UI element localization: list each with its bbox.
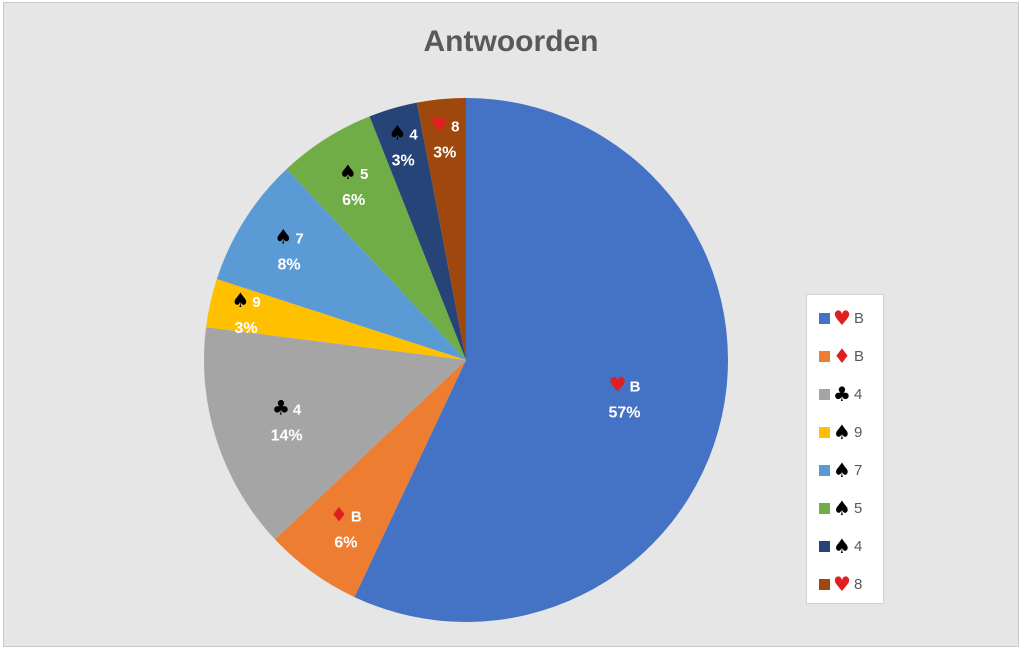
legend: ♥ B ♦ B ♣ 4 ♠ 9 ♠ 7 ♠ 5 ♠ 4 ♥ 8 (806, 294, 884, 604)
data-label-category: ♠ 9 (231, 288, 260, 312)
legend-item: ♠ 4 (819, 534, 862, 558)
data-label-percent: 8% (277, 257, 300, 274)
legend-swatch (819, 502, 830, 514)
legend-label: 8 (853, 575, 863, 593)
clubs-suit-icon: ♣ (833, 382, 851, 406)
pie-slice (354, 98, 729, 622)
legend-label: 4 (853, 537, 863, 555)
legend-label: 7 (853, 461, 863, 479)
legend-item: ♣ 4 (819, 382, 862, 406)
data-label-category: ♦ B (330, 502, 362, 526)
legend-label: 5 (853, 499, 863, 517)
legend-swatch (819, 312, 830, 324)
legend-swatch (819, 350, 830, 362)
chart-title: Antwoorden (423, 25, 599, 58)
data-label-percent: 6% (342, 192, 365, 209)
spades-suit-icon: ♠ (833, 496, 851, 520)
legend-item: ♠ 5 (819, 496, 862, 520)
hearts-suit-icon: ♥ (833, 572, 851, 596)
pie-slice (369, 102, 466, 360)
legend-item: ♠ 9 (819, 420, 862, 444)
pie-slice (416, 98, 466, 360)
data-label-category: ♥ 8 (430, 113, 459, 137)
data-label-percent: 57% (609, 404, 641, 421)
data-label-percent: 3% (433, 145, 456, 162)
legend-item: ♥ 8 (819, 572, 862, 596)
legend-item: ♥ B (819, 306, 864, 330)
data-label-percent: 3% (392, 153, 415, 170)
legend-swatch (819, 426, 830, 438)
data-label-category: ♥ B (609, 372, 641, 396)
hearts-suit-icon: ♥ (833, 306, 851, 330)
diamonds-suit-icon: ♦ (833, 344, 851, 368)
legend-label: B (853, 347, 864, 365)
pie-slice (286, 116, 466, 360)
data-label-category: ♣ 4 (272, 395, 302, 419)
legend-label: B (853, 309, 864, 327)
data-label-percent: 3% (235, 320, 258, 337)
data-label-percent: 14% (271, 427, 303, 444)
data-label-category: ♠ 4 (388, 121, 418, 145)
spades-suit-icon: ♠ (833, 420, 851, 444)
legend-swatch (819, 464, 830, 476)
legend-item: ♦ B (819, 344, 864, 368)
data-label-category: ♠ 5 (339, 160, 368, 184)
legend-label: 9 (853, 423, 863, 441)
pie-slice (275, 360, 466, 598)
spades-suit-icon: ♠ (833, 534, 851, 558)
legend-swatch (819, 578, 830, 590)
pie-slice (206, 279, 466, 360)
pie-slice (204, 327, 466, 540)
pie-slice (216, 169, 466, 360)
spades-suit-icon: ♠ (833, 458, 851, 482)
data-label-category: ♠ 7 (274, 225, 303, 249)
legend-item: ♠ 7 (819, 458, 862, 482)
legend-swatch (819, 540, 830, 552)
data-label-percent: 6% (334, 534, 357, 551)
legend-swatch (819, 388, 830, 400)
legend-label: 4 (853, 385, 863, 403)
